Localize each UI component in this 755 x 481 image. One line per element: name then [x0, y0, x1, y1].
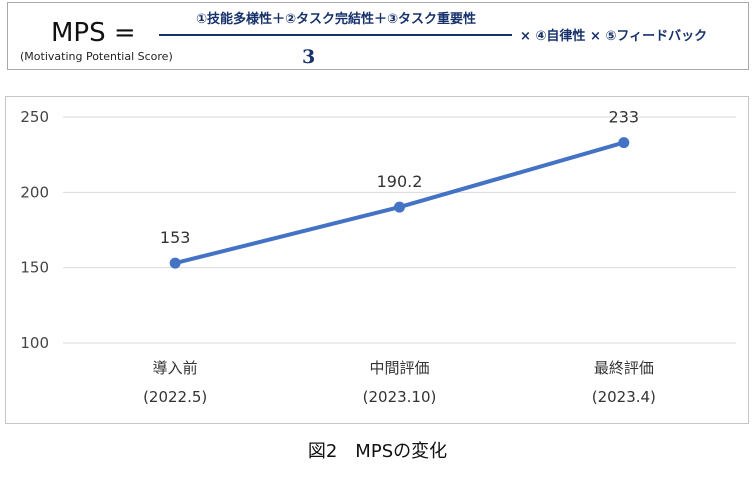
- mps-line-chart: 100 150 200 250 導入前 (2022.5) 中間評価 (2023.10) 最終評価…: [5, 96, 749, 424]
- mps-formula-symbol: MPS =: [51, 18, 136, 48]
- mps-formula-panel: MPS = (Motivating Potential Score) ①技能多様…: [7, 2, 749, 70]
- x-tick-label: 最終評価: [594, 359, 654, 377]
- mps-formula-subtitle: (Motivating Potential Score): [20, 50, 173, 63]
- mps-formula-multiplier: × ④自律性 × ⑤フィードバック: [520, 29, 708, 44]
- figure-caption: 図2 MPSの変化: [307, 441, 448, 462]
- x-tick-label: 中間評価: [369, 359, 429, 377]
- data-label: 233: [609, 108, 640, 127]
- y-tick-label: 150: [20, 259, 49, 277]
- data-label: 190.2: [377, 172, 423, 191]
- data-label: 153: [160, 228, 191, 247]
- mps-formula-numerator: ①技能多様性＋②タスク完結性＋③タスク重要性: [195, 12, 477, 27]
- mps-formula-denominator: 3: [302, 46, 316, 68]
- y-tick-label: 100: [20, 334, 49, 352]
- data-point-marker: [618, 137, 630, 149]
- x-tick-label: (2023.10): [363, 388, 437, 406]
- x-tick-label: (2023.4): [592, 388, 656, 406]
- mps-formula-fraction-line: [159, 34, 512, 36]
- chart-canvas: 100 150 200 250 導入前 (2022.5) 中間評価 (2023.10) 最終評価…: [20, 108, 736, 406]
- x-tick-label: 導入前: [153, 359, 198, 377]
- y-tick-label: 200: [20, 183, 49, 201]
- x-tick-label: (2022.5): [143, 388, 207, 406]
- data-point-marker: [394, 201, 405, 213]
- data-point-marker: [169, 257, 181, 269]
- y-tick-label: 250: [20, 108, 49, 126]
